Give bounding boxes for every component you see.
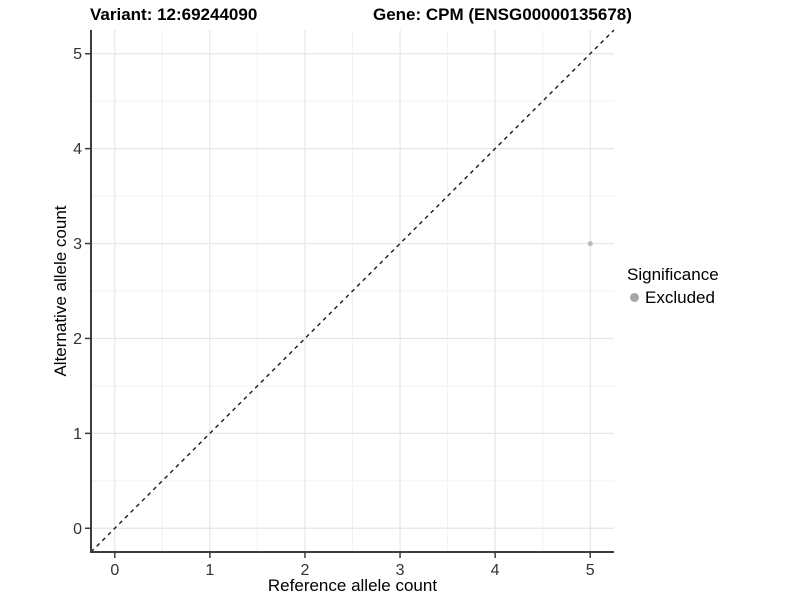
legend-item-label: Excluded	[645, 288, 715, 307]
x-axis-title: Reference allele count	[267, 576, 438, 595]
x-tick-label: 5	[586, 562, 595, 579]
y-tick-label: 5	[73, 46, 82, 63]
y-tick-label: 4	[73, 141, 82, 158]
legend: Significance Excluded	[627, 264, 719, 308]
y-tick-label: 3	[73, 236, 82, 253]
identity-line	[90, 29, 615, 553]
x-tick-label: 4	[491, 562, 500, 579]
x-tick-label: 0	[110, 562, 119, 579]
excluded-point-icon	[630, 293, 639, 302]
y-tick-label: 1	[73, 426, 82, 443]
y-tick-label: 2	[73, 331, 82, 348]
y-tick-label: 0	[73, 521, 82, 538]
y-axis-title: Alternative allele count	[51, 205, 70, 377]
x-tick-label: 3	[396, 562, 405, 579]
legend-item-excluded: Excluded	[627, 287, 719, 308]
gene-title: Gene: CPM (ENSG00000135678)	[373, 5, 632, 24]
data-point	[587, 240, 593, 247]
x-tick-label: 1	[205, 562, 214, 579]
x-tick-label: 2	[301, 562, 310, 579]
variant-title: Variant: 12:69244090	[90, 5, 258, 24]
legend-title: Significance	[627, 265, 719, 284]
